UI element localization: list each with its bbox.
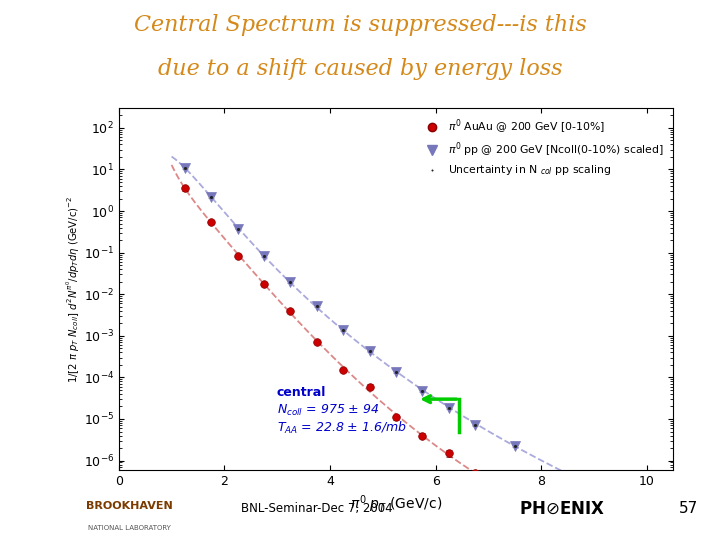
Text: NATIONAL LABORATORY: NATIONAL LABORATORY	[88, 524, 171, 531]
Text: Central Spectrum is suppressed---is this: Central Spectrum is suppressed---is this	[134, 14, 586, 36]
Text: 57: 57	[679, 502, 698, 516]
Legend: $\pi^0$ AuAu @ 200 GeV [0-10%], $\pi^0$ pp @ 200 GeV [Ncoll(0-10%) scaled], Unce: $\pi^0$ AuAu @ 200 GeV [0-10%], $\pi^0$ …	[418, 113, 667, 182]
X-axis label: $\pi^0$ $p_T$ (GeV/c): $\pi^0$ $p_T$ (GeV/c)	[350, 493, 442, 515]
Text: $T_{AA}$ = 22.8 $\pm$ 1.6/mb: $T_{AA}$ = 22.8 $\pm$ 1.6/mb	[276, 420, 407, 436]
Text: PH$\oslash$ENIX: PH$\oslash$ENIX	[518, 500, 605, 518]
Text: BNL-Seminar-Dec 7, 2004: BNL-Seminar-Dec 7, 2004	[241, 502, 392, 516]
Text: central: central	[276, 386, 326, 399]
Y-axis label: 1/[2 $\pi$ $p_T$ $N_{coll}$] $d^2N^{\pi^0}/dp_T d\eta$ (GeV/c)$^{-2}$: 1/[2 $\pi$ $p_T$ $N_{coll}$] $d^2N^{\pi^…	[65, 195, 82, 382]
Text: $N_{coll}$ = 975 $\pm$ 94: $N_{coll}$ = 975 $\pm$ 94	[276, 402, 379, 417]
Text: BROOKHAVEN: BROOKHAVEN	[86, 501, 173, 511]
Text: due to a shift caused by energy loss: due to a shift caused by energy loss	[158, 58, 562, 80]
